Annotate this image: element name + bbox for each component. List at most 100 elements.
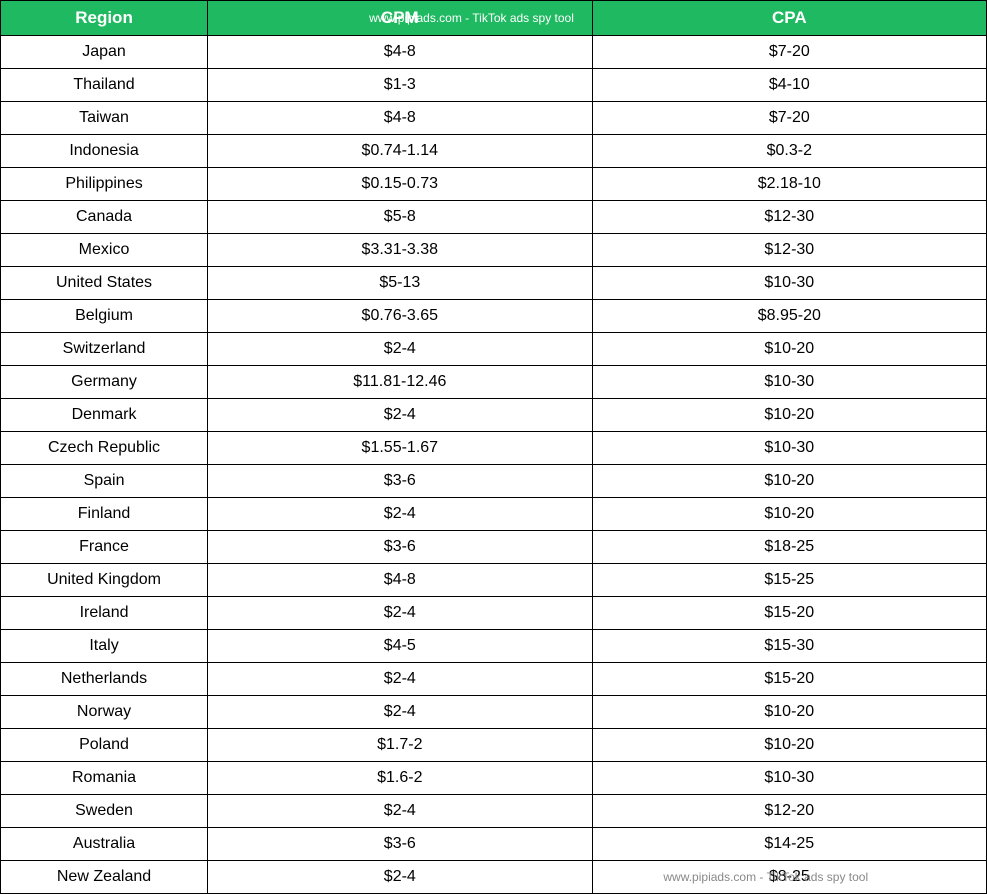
cell-cpa: $2.18-10 [592,168,986,201]
cell-cpm: $0.76-3.65 [208,300,593,333]
cell-region: Taiwan [1,102,208,135]
table-row: Germany$11.81-12.46$10-30 [1,366,987,399]
cell-region: Czech Republic [1,432,208,465]
cell-cpa: $15-20 [592,663,986,696]
table-row: Mexico$3.31-3.38$12-30 [1,234,987,267]
table-row: Norway$2-4$10-20 [1,696,987,729]
cell-region: New Zealand [1,861,208,894]
cell-cpm: $4-8 [208,36,593,69]
cell-cpm: $3.31-3.38 [208,234,593,267]
watermark-top: www.pipiads.com - TikTok ads spy tool [369,11,574,25]
table-row: Indonesia$0.74-1.14$0.3-2 [1,135,987,168]
cell-cpm: $2-4 [208,498,593,531]
table-row: Switzerland$2-4$10-20 [1,333,987,366]
cell-region: Australia [1,828,208,861]
watermark-bottom: www.pipiads.com - TikTok ads spy tool [663,870,868,884]
cell-cpa: $18-25 [592,531,986,564]
table-row: Thailand$1-3$4-10 [1,69,987,102]
pricing-table: Region CPM www.pipiads.com - TikTok ads … [0,0,987,894]
cell-cpm: $2-4 [208,663,593,696]
cell-cpm: $11.81-12.46 [208,366,593,399]
cell-cpa: $15-20 [592,597,986,630]
cell-cpa: $10-30 [592,432,986,465]
cell-region: United Kingdom [1,564,208,597]
cell-cpm: $2-4 [208,597,593,630]
table-header: Region CPM www.pipiads.com - TikTok ads … [1,1,987,36]
cell-cpa: $4-10 [592,69,986,102]
cell-cpm: $0.74-1.14 [208,135,593,168]
cell-cpm: $2-4 [208,861,593,894]
cell-cpm: $1.7-2 [208,729,593,762]
cell-region: Philippines [1,168,208,201]
table-row: Belgium$0.76-3.65$8.95-20 [1,300,987,333]
cell-cpm: $4-8 [208,564,593,597]
cell-region: Belgium [1,300,208,333]
header-cpa: CPA [592,1,986,36]
cell-region: Germany [1,366,208,399]
cell-cpa: $7-20 [592,36,986,69]
header-cpm: CPM www.pipiads.com - TikTok ads spy too… [208,1,593,36]
cell-region: Japan [1,36,208,69]
cell-region: Norway [1,696,208,729]
cell-cpm: $3-6 [208,828,593,861]
cell-cpa: $10-20 [592,729,986,762]
cell-cpa: $10-20 [592,696,986,729]
cell-cpm: $1.55-1.67 [208,432,593,465]
cell-cpa: $12-30 [592,234,986,267]
cell-region: Canada [1,201,208,234]
cell-cpa: $14-25 [592,828,986,861]
table-row: United Kingdom$4-8$15-25 [1,564,987,597]
cell-cpa: $12-30 [592,201,986,234]
table-row: Romania$1.6-2$10-30 [1,762,987,795]
cell-region: Ireland [1,597,208,630]
cell-cpa: $12-20 [592,795,986,828]
cell-region: Netherlands [1,663,208,696]
table-row: Poland$1.7-2$10-20 [1,729,987,762]
table-body: Japan$4-8$7-20Thailand$1-3$4-10Taiwan$4-… [1,36,987,894]
cell-cpm: $3-6 [208,465,593,498]
table-row: Ireland$2-4$15-20 [1,597,987,630]
table-row: Finland$2-4$10-20 [1,498,987,531]
table-row: New Zealand$2-4www.pipiads.com - TikTok … [1,861,987,894]
cell-region: Poland [1,729,208,762]
cell-region: Mexico [1,234,208,267]
table-row: Taiwan$4-8$7-20 [1,102,987,135]
cell-cpm: $2-4 [208,399,593,432]
table-row: Sweden$2-4$12-20 [1,795,987,828]
cell-cpa: $0.3-2 [592,135,986,168]
cell-cpa: www.pipiads.com - TikTok ads spy tool$8-… [592,861,986,894]
table-row: Australia$3-6$14-25 [1,828,987,861]
cell-region: Spain [1,465,208,498]
cell-cpm: $2-4 [208,696,593,729]
cell-region: Switzerland [1,333,208,366]
table-row: Philippines$0.15-0.73$2.18-10 [1,168,987,201]
cell-cpm: $1-3 [208,69,593,102]
cell-cpa: $10-30 [592,267,986,300]
table-row: United States$5-13$10-30 [1,267,987,300]
table-row: Denmark$2-4$10-20 [1,399,987,432]
cell-cpm: $5-13 [208,267,593,300]
cell-cpa: $10-20 [592,498,986,531]
cell-cpm: $0.15-0.73 [208,168,593,201]
cell-cpa: $15-30 [592,630,986,663]
table-row: Japan$4-8$7-20 [1,36,987,69]
cell-cpa: $15-25 [592,564,986,597]
cell-cpa: $8.95-20 [592,300,986,333]
table-row: Czech Republic$1.55-1.67$10-30 [1,432,987,465]
cell-region: United States [1,267,208,300]
cell-region: Finland [1,498,208,531]
cell-cpm: $1.6-2 [208,762,593,795]
cell-region: Thailand [1,69,208,102]
cell-cpa: $10-30 [592,762,986,795]
cell-cpm: $4-5 [208,630,593,663]
cell-cpa: $10-20 [592,399,986,432]
cell-cpa: $7-20 [592,102,986,135]
cell-cpa: $10-20 [592,465,986,498]
cell-cpm: $2-4 [208,333,593,366]
cell-cpm: $4-8 [208,102,593,135]
cell-region: Italy [1,630,208,663]
table-row: Canada$5-8$12-30 [1,201,987,234]
table-row: Italy$4-5$15-30 [1,630,987,663]
cell-region: Denmark [1,399,208,432]
table-row: France$3-6$18-25 [1,531,987,564]
